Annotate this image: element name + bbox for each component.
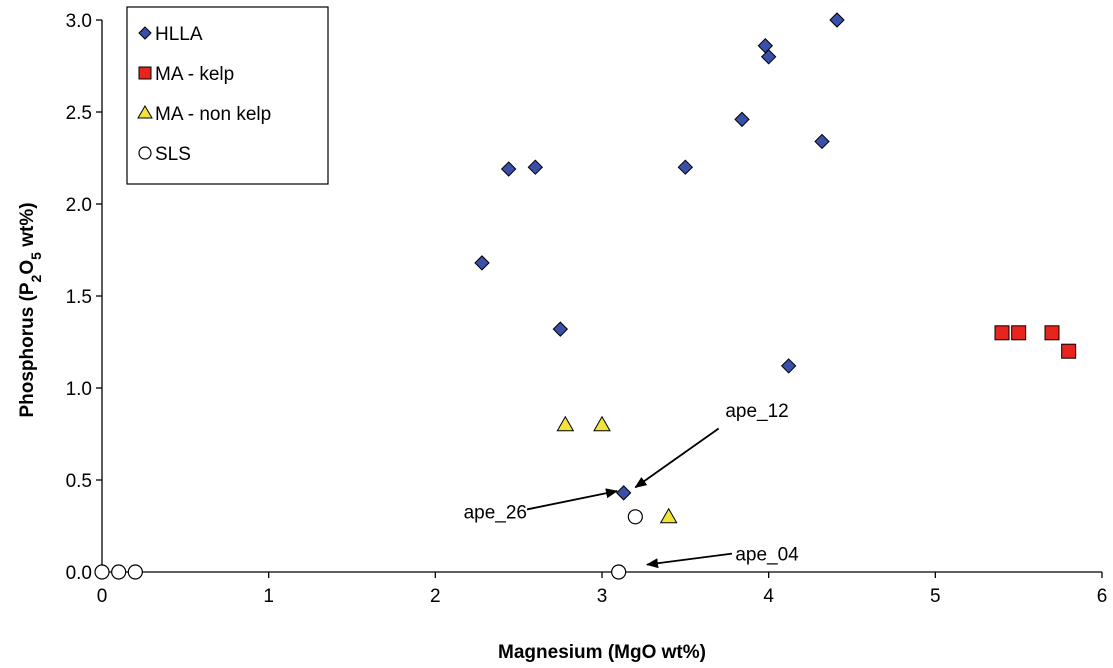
- data-point: [556, 415, 575, 432]
- legend-marker: [137, 105, 153, 119]
- x-tick-label: 2: [430, 586, 441, 607]
- y-axis-title-part: Phosphorus (P: [17, 282, 38, 417]
- x-tick-label: 1: [263, 586, 274, 607]
- legend-marker: [138, 26, 152, 40]
- data-point: [734, 111, 750, 128]
- data-point: [474, 255, 490, 271]
- data-point: [615, 485, 632, 501]
- y-axis-title-part: wt%): [17, 202, 38, 252]
- y-tick-label: 3.0: [66, 11, 92, 32]
- series-ma-kelp: [994, 325, 1077, 359]
- data-point: [593, 415, 611, 432]
- annotation-label: ape_12: [725, 401, 788, 422]
- data-point: [780, 358, 797, 374]
- y-tick-label: 0.0: [66, 563, 92, 584]
- data-point: [94, 564, 110, 580]
- annotation-arrow: [634, 427, 720, 489]
- annotation-label: ape_26: [464, 502, 527, 523]
- y-axis-title-part: 2: [28, 274, 44, 282]
- legend: HLLA MA - kelp MA - non kelp SLS: [126, 6, 329, 185]
- legend-label: MA - kelp: [155, 64, 234, 85]
- legend-marker: [138, 66, 152, 80]
- data-point: [527, 159, 544, 175]
- data-point: [814, 133, 830, 150]
- data-point: [111, 564, 127, 580]
- series-sls: [94, 509, 643, 580]
- x-axis-title: Magnesium (MgO wt%): [498, 642, 706, 663]
- data-point: [659, 507, 678, 524]
- data-point: [760, 49, 777, 65]
- legend-label: HLLA: [155, 24, 203, 45]
- series-hlla: [474, 12, 845, 501]
- data-points: [94, 12, 1077, 580]
- data-point: [611, 564, 627, 580]
- y-tick-label: 2.0: [66, 195, 92, 216]
- annotation-arrow: [526, 488, 618, 511]
- data-point: [500, 161, 517, 177]
- y-axis-title-part: 5: [28, 252, 44, 260]
- legend-box: [126, 6, 329, 185]
- y-tick-label: 1.5: [66, 287, 92, 308]
- y-tick-label: 2.5: [66, 103, 92, 124]
- x-tick-label: 6: [1097, 586, 1108, 607]
- data-point: [829, 12, 845, 28]
- data-point: [1011, 325, 1027, 341]
- y-axis-title: Phosphorus (P2O5 wt%): [17, 202, 44, 417]
- annotation-label: ape_04: [735, 545, 799, 566]
- y-axis-title-part: O: [17, 260, 38, 275]
- data-point: [677, 159, 694, 175]
- data-point: [627, 509, 643, 525]
- series-ma-non-kelp: [556, 415, 678, 524]
- data-point: [1044, 325, 1060, 341]
- x-tick-label: 0: [97, 586, 108, 607]
- data-point: [1061, 343, 1077, 359]
- data-point: [552, 321, 569, 337]
- y-tick-label: 1.0: [66, 379, 92, 400]
- annotation-arrow: [646, 552, 733, 569]
- annotations: ape_12 ape_26 ape_04: [464, 401, 799, 569]
- x-tick-label: 3: [597, 586, 608, 607]
- x-tick-label: 4: [763, 586, 774, 607]
- x-tick-label: 5: [930, 586, 941, 607]
- y-tick-label: 0.5: [66, 471, 92, 492]
- legend-marker: [138, 146, 152, 160]
- legend-label: MA - non kelp: [155, 104, 271, 125]
- data-point: [127, 564, 143, 580]
- legend-label: SLS: [155, 144, 191, 165]
- ticks: 0 1 2 3 4 5 6 0.0 0.5 1.0 1.5 2.0 2.5 3.0: [66, 11, 1108, 607]
- data-point: [994, 325, 1010, 341]
